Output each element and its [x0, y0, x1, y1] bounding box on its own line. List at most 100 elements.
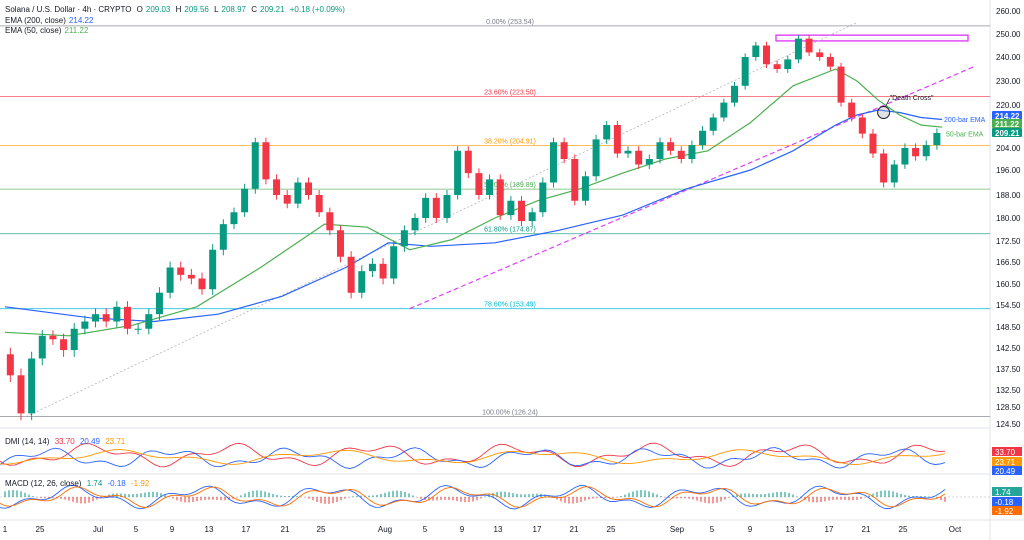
macd-histogram-bar: [912, 495, 914, 497]
dmi-badge-bg: [992, 447, 1022, 456]
macd-histogram-bar: [272, 493, 274, 497]
macd-histogram-bar: [756, 494, 758, 497]
macd-histogram-bar: [84, 497, 86, 504]
candle-body: [752, 45, 760, 57]
candle-body: [368, 263, 376, 272]
candle-body: [528, 212, 536, 222]
candle-body: [784, 59, 792, 69]
macd-histogram-bar: [440, 497, 442, 501]
macd-histogram-bar: [164, 494, 166, 497]
macd-histogram-bar: [224, 497, 226, 501]
price-badge-label: 211.22: [995, 120, 1020, 129]
macd-histogram-bar: [824, 497, 826, 502]
macd-histogram-bar: [356, 495, 358, 497]
macd-histogram-bar: [156, 492, 158, 497]
x-tick-label: 21: [281, 525, 290, 534]
symbol-header: Solana / U.S. Dollar · 4h · CRYPTO O 209.…: [5, 5, 348, 14]
macd-histogram-bar: [248, 491, 250, 497]
candle-body: [102, 314, 110, 322]
macd-histogram-bar: [292, 495, 294, 497]
fib-level-label: 23.60% (223.50): [484, 90, 536, 97]
candle-body: [187, 274, 195, 279]
macd-histogram-bar: [132, 494, 134, 497]
ohlc-close-key: C: [251, 5, 258, 14]
macd-histogram-bar: [88, 497, 90, 503]
dmi-value-plus: 20.49: [79, 437, 100, 446]
macd-histogram-bar: [348, 497, 350, 498]
macd-histogram-bar: [508, 492, 510, 497]
macd-histogram-bar: [92, 497, 94, 502]
macd-histogram-bar: [908, 495, 910, 497]
macd-histogram-bar: [352, 496, 354, 497]
macd-histogram-bar: [700, 497, 702, 502]
ema200-legend[interactable]: EMA (200, close) 214.22: [5, 16, 96, 25]
macd-histogram-bar: [68, 497, 70, 501]
macd-badge-bg: [992, 487, 1022, 496]
macd-histogram-bar: [308, 497, 310, 499]
ema50-label: EMA (50, close): [5, 26, 62, 35]
macd-histogram-bar: [628, 492, 630, 497]
macd-histogram-bar: [312, 497, 314, 501]
candle-body: [560, 142, 568, 159]
macd-histogram-bar: [456, 497, 458, 502]
dmi-legend[interactable]: DMI (14, 14) 33.70 20.49 23.71: [5, 437, 128, 446]
price-badge-bg: [992, 128, 1022, 137]
candle-body: [667, 142, 675, 151]
macd-histogram-bar: [868, 495, 870, 497]
candle-body: [518, 200, 526, 222]
macd-histogram-bar: [232, 497, 234, 499]
macd-histogram-bar: [676, 497, 678, 499]
x-tick-label: 25: [36, 525, 45, 534]
macd-histogram-bar: [572, 497, 574, 504]
macd-histogram-bar: [832, 497, 834, 500]
fib-level-label: 78.60% (153.49): [484, 302, 536, 309]
macd-histogram-bar: [636, 490, 638, 497]
y-tick-label: 137.50: [996, 365, 1021, 374]
macd-histogram-bar: [388, 491, 390, 497]
candle-body: [848, 102, 856, 118]
x-tick-label: 21: [862, 525, 871, 534]
x-tick-label: Jul: [93, 525, 103, 534]
candle-body: [145, 314, 153, 329]
macd-legend[interactable]: MACD (12, 26, close) 1.74 -0.18 -1.92: [5, 479, 152, 488]
candle-body: [294, 182, 302, 204]
y-tick-label: 250.00: [996, 30, 1021, 39]
macd-histogram-bar: [100, 497, 102, 498]
macd-histogram-bar: [728, 497, 730, 498]
macd-histogram-bar: [420, 497, 422, 499]
macd-histogram-bar: [560, 497, 562, 502]
macd-histogram-bar: [880, 490, 882, 497]
macd-histogram-bar: [556, 497, 558, 500]
macd-value-macd: -0.18: [107, 479, 126, 488]
macd-histogram-bar: [604, 497, 606, 499]
macd-histogram-bar: [916, 496, 918, 497]
candle-body: [230, 212, 238, 225]
candle-body: [155, 292, 163, 315]
ohlc-open-key: O: [136, 5, 143, 14]
macd-histogram-bar: [904, 494, 906, 497]
fib-level-label: 61.80% (174.87): [484, 227, 536, 234]
macd-histogram-bar: [304, 497, 306, 498]
macd-histogram-bar: [892, 491, 894, 497]
y-tick-label: 188.00: [996, 191, 1021, 200]
macd-histogram-bar: [648, 491, 650, 497]
ema200-line: [4, 109, 943, 323]
macd-histogram-bar: [840, 497, 842, 500]
candle-body: [645, 159, 653, 165]
ema50-legend[interactable]: EMA (50, close) 211.22: [5, 26, 91, 35]
macd-histogram-bar: [12, 490, 14, 497]
macd-histogram-bar: [180, 497, 182, 502]
x-tick-label: 25: [317, 525, 326, 534]
macd-histogram-bar: [144, 492, 146, 497]
macd-histogram-bar: [8, 490, 10, 497]
macd-histogram-bar: [736, 494, 738, 497]
macd-histogram-bar: [120, 493, 122, 497]
macd-histogram-bar: [376, 494, 378, 497]
candle-body: [464, 150, 472, 174]
candle-body: [390, 246, 398, 279]
candle-body: [933, 133, 941, 146]
candle-body: [539, 182, 547, 213]
macd-histogram-bar: [516, 493, 518, 497]
candle-body: [741, 57, 749, 86]
macd-histogram-bar: [16, 490, 18, 497]
